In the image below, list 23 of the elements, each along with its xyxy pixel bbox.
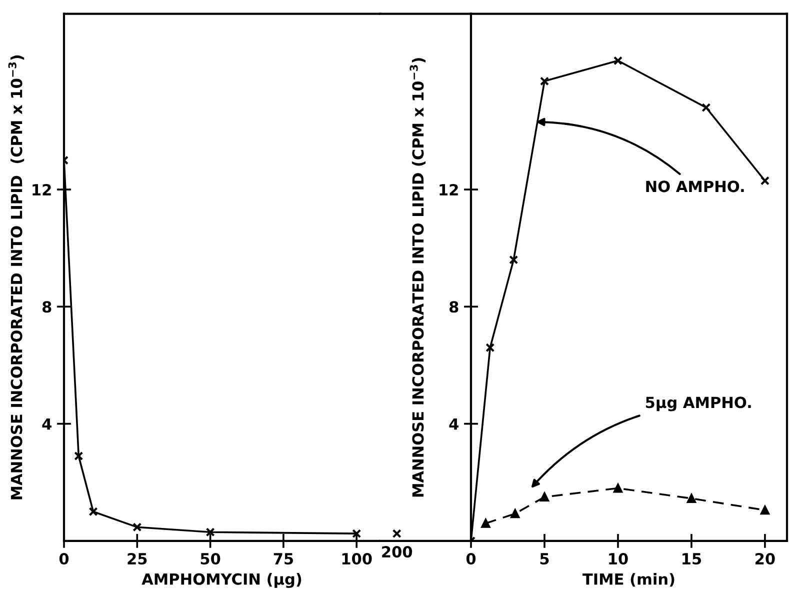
y-tick-label: 12	[440, 184, 458, 196]
x-axis-title: TIME (min)	[582, 573, 674, 587]
y-tick-label: 4	[42, 418, 52, 430]
x-tick-label: 100	[342, 552, 372, 565]
x-tick-label: 10	[609, 552, 628, 565]
x-tick-label: 75	[274, 553, 294, 565]
y-axis-title: MANNOSE INCORPORATED INTO LIPID (CPM x 10$^{−3}$)	[8, 55, 24, 500]
x-tick-label: 20	[756, 552, 775, 565]
x-tick-label: 15	[682, 553, 702, 565]
x-tick-label: 200	[382, 546, 412, 558]
x-tick-label: 25	[128, 552, 147, 565]
x-axis-title: AMPHOMYCIN (µg)	[142, 573, 302, 588]
annotation: NO AMPHO.	[646, 180, 744, 192]
x-tick-label: 0	[466, 552, 476, 565]
y-axis-title: MANNOSE INCORPORATED INTO LIPID (CPM x 10$^{−3}$)	[410, 58, 426, 497]
y-tick-label: 12	[32, 184, 51, 196]
x-tick-label: 5	[540, 553, 549, 565]
y-tick-label: 8	[450, 301, 458, 313]
x-tick-label: 50	[200, 552, 220, 565]
y-tick-label: 4	[449, 418, 458, 430]
y-tick-label: 8	[42, 301, 52, 313]
x-tick-label: 0	[59, 552, 69, 565]
annotation: 5µg AMPHO.	[646, 396, 751, 412]
